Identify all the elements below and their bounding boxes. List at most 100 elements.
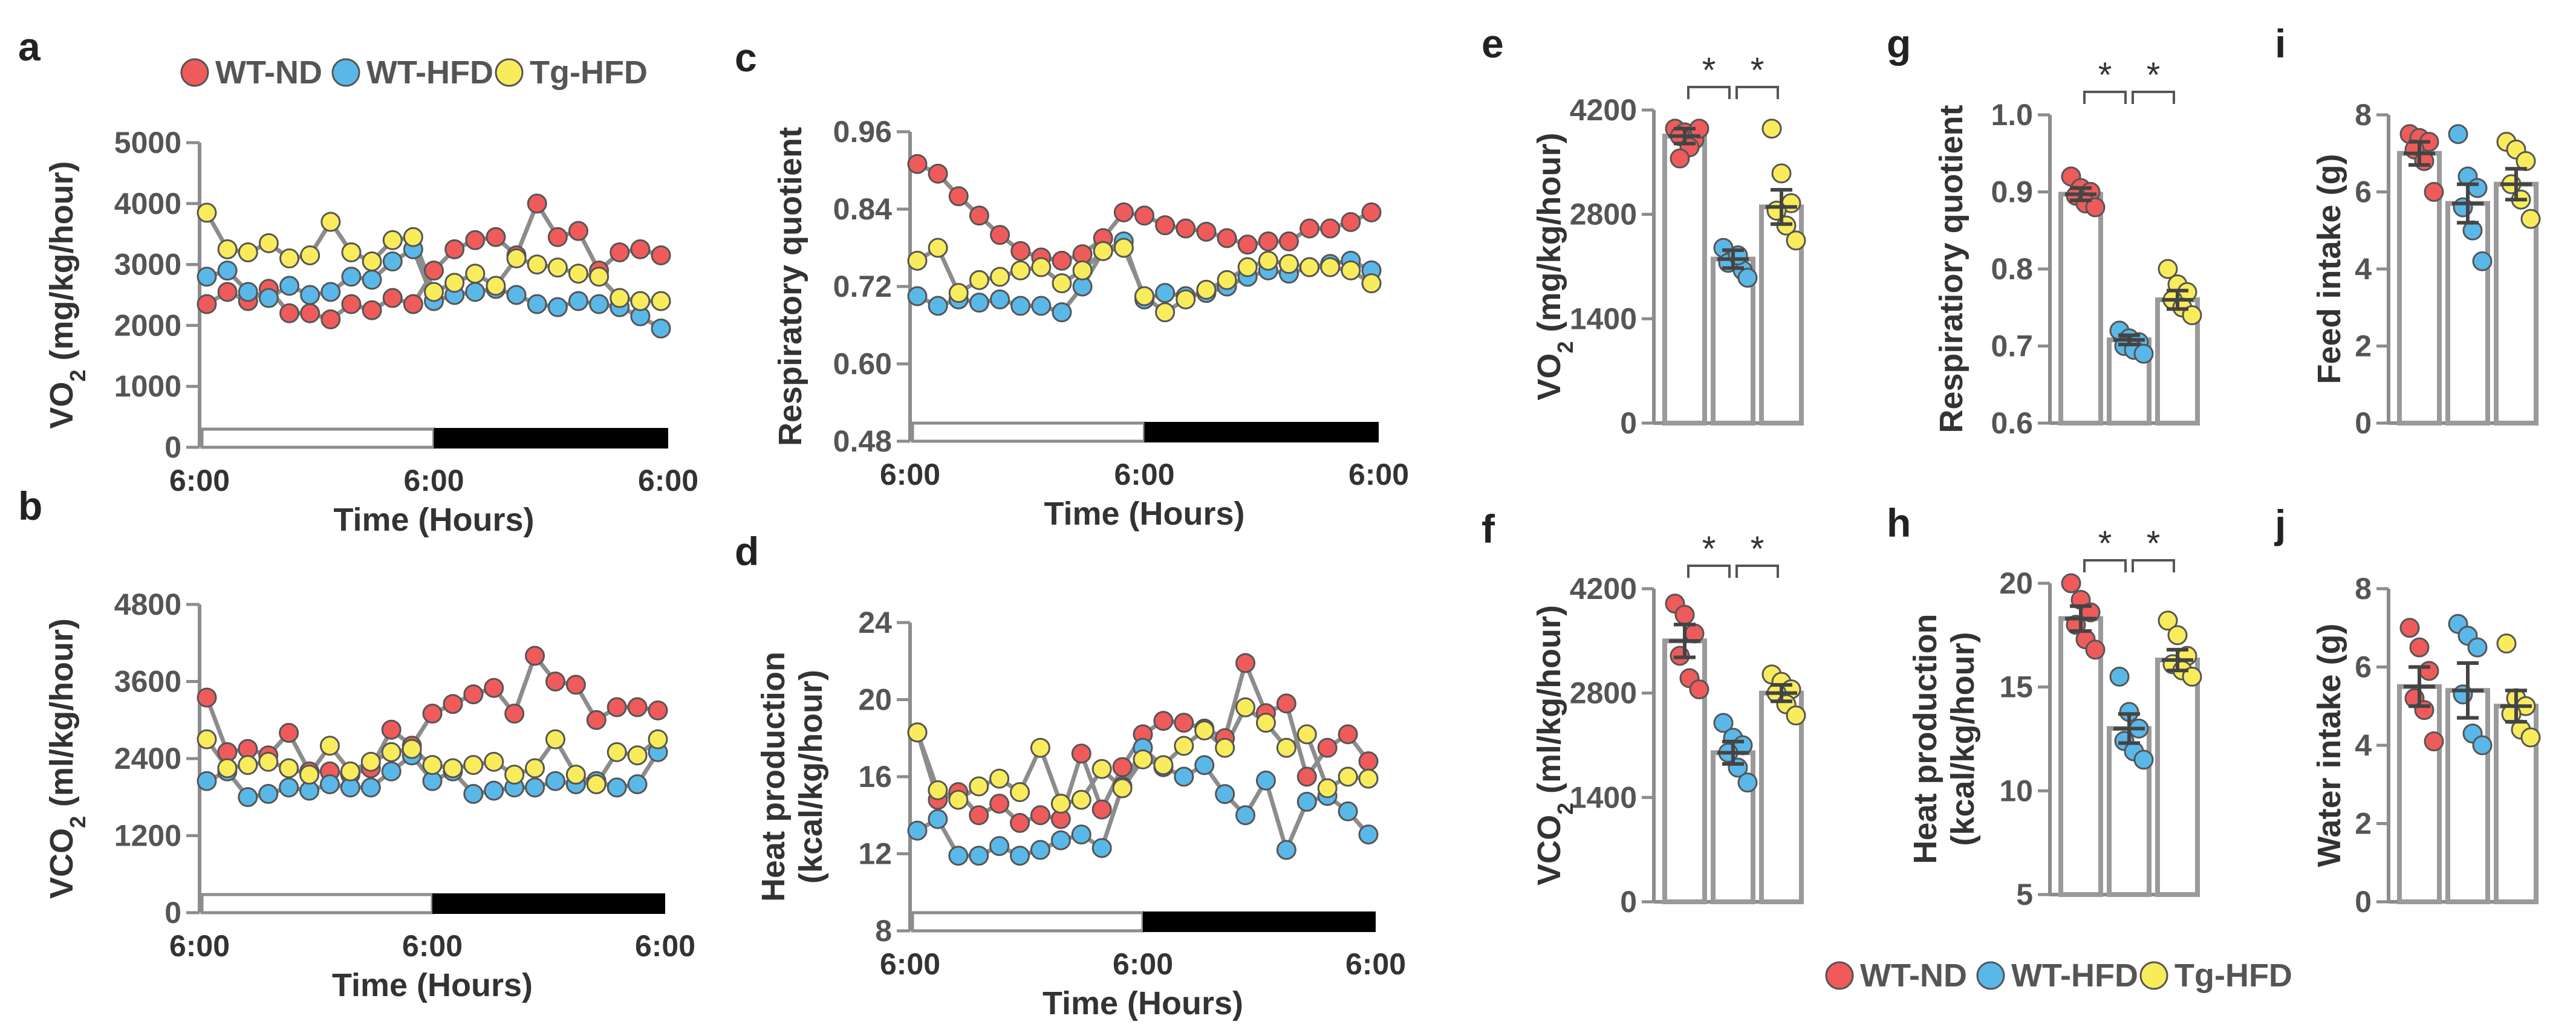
panel-h: h 5 10 15 20 Heat production(kcal/kg/hour) * * (1887, 500, 2202, 911)
y-tick-label: 1000 (114, 369, 181, 403)
data-point-wt-hfd (1050, 830, 1071, 850)
data-point-tg-hfd (279, 758, 299, 779)
data-point-wt-hfd (907, 820, 928, 841)
data-point-wt-nd (1112, 757, 1133, 777)
data-point-wt-hfd (1174, 766, 1194, 787)
data-point-wt-hfd (2467, 637, 2488, 658)
data-point-wt-nd (1010, 813, 1030, 833)
y-axis-label: Feed intake (g) (2311, 154, 2347, 384)
significance-bracket (2132, 559, 2175, 572)
data-point-wt-nd (341, 294, 362, 314)
data-point-wt-hfd (1737, 268, 1758, 288)
y-axis-label-main: Respiratory quotient (772, 127, 808, 446)
y-tick-label: 0 (2355, 885, 2372, 919)
data-point-tg-hfd (1761, 118, 1782, 139)
data-point-tg-hfd (1258, 250, 1278, 271)
data-point-wt-nd (969, 206, 989, 226)
bar-wt-nd (2058, 192, 2103, 426)
y-tick-label: 6 (2355, 175, 2372, 209)
data-point-wt-nd (443, 694, 463, 714)
y-axis-label: VCO2 (ml/kg/hour) (44, 618, 90, 899)
data-point-tg-hfd (627, 745, 648, 766)
data-point-tg-hfd (1276, 737, 1296, 758)
data-point-wt-nd (1235, 653, 1256, 673)
data-point-tg-hfd (1174, 736, 1194, 756)
data-point-tg-hfd (1155, 302, 1176, 323)
y-axis-label-main: Feed intake (g) (2311, 154, 2347, 384)
data-point-wt-nd (217, 282, 238, 302)
data-point-wt-nd (907, 154, 928, 174)
y-tick-label: 24 (858, 606, 892, 639)
data-point-wt-nd (610, 242, 630, 262)
data-point-tg-hfd (1296, 724, 1317, 745)
data-point-wt-nd (197, 294, 217, 314)
data-point-wt-hfd (341, 267, 362, 287)
data-point-tg-hfd (381, 742, 402, 762)
data-point-tg-hfd (2167, 625, 2188, 646)
data-point-wt-nd (1071, 743, 1091, 764)
data-point-wt-nd (969, 805, 989, 826)
data-point-tg-hfd (1031, 257, 1052, 277)
data-point-tg-hfd (1112, 778, 1133, 798)
y-tick-label: 1200 (114, 819, 181, 853)
y-tick-label: 0.8 (1991, 252, 2033, 286)
data-point-tg-hfd (610, 288, 630, 308)
y-tick-label: 5000 (114, 126, 181, 160)
data-point-tg-hfd (238, 755, 258, 775)
data-point-wt-hfd (1296, 791, 1317, 812)
x-tick-label: 6:00 (1114, 458, 1174, 491)
y-tick-label: 12 (858, 837, 892, 871)
data-point-tg-hfd (1786, 705, 1806, 726)
data-point-tg-hfd (1235, 697, 1256, 717)
data-point-wt-nd (1176, 218, 1196, 239)
data-point-tg-hfd (422, 755, 443, 775)
significance-star: * (1702, 529, 1716, 569)
data-point-tg-hfd (1317, 778, 1338, 798)
y-axis-label-rest: (mg/kg/hour) (44, 161, 80, 369)
data-point-wt-hfd (360, 777, 381, 798)
data-point-wt-hfd (1030, 840, 1050, 860)
data-point-tg-hfd (1786, 230, 1806, 251)
data-point-tg-hfd (1134, 286, 1154, 306)
data-point-tg-hfd (1072, 260, 1093, 280)
data-point-tg-hfd (1217, 270, 1237, 290)
y-tick-label: 0.60 (833, 347, 892, 381)
y-tick-label: 0.6 (1991, 406, 2033, 440)
data-point-tg-hfd (382, 230, 403, 250)
data-point-wt-hfd (1713, 713, 1734, 733)
data-point-wt-nd (948, 186, 969, 207)
data-point-wt-hfd (258, 288, 279, 308)
legend-top: WT-ND WT-HFD Tg-HFD (180, 54, 648, 91)
data-point-tg-hfd (1278, 254, 1299, 274)
data-point-tg-hfd (2496, 633, 2517, 654)
data-point-wt-hfd (1235, 805, 1256, 826)
data-point-wt-hfd (2448, 124, 2468, 144)
data-point-tg-hfd (2520, 727, 2541, 748)
data-point-wt-nd (565, 675, 586, 695)
significance-bracket (1687, 86, 1731, 99)
data-point-tg-hfd (217, 239, 238, 259)
data-point-tg-hfd (238, 242, 258, 262)
data-point-wt-hfd (300, 285, 320, 305)
data-point-tg-hfd (969, 776, 989, 797)
y-tick-label: 20 (1999, 566, 2033, 600)
panel-label: g (1887, 21, 1911, 66)
y-axis-label: VCO2 (ml/kg/hour) (1531, 605, 1578, 885)
data-point-wt-nd (1010, 241, 1031, 261)
y-axis-label-subscript: 2 (65, 369, 90, 381)
data-point-wt-hfd (238, 282, 258, 302)
data-point-wt-hfd (907, 286, 928, 306)
data-point-wt-nd (2085, 639, 2106, 660)
data-point-wt-hfd (589, 294, 610, 314)
data-point-wt-nd (279, 303, 300, 323)
data-point-tg-hfd (1071, 789, 1091, 810)
data-point-tg-hfd (948, 283, 969, 303)
y-tick-label: 0.72 (833, 270, 892, 303)
data-point-wt-nd (648, 700, 668, 720)
y-axis-label: VO2 (mg/kg/hour) (44, 161, 90, 429)
data-point-tg-hfd (486, 276, 506, 296)
data-point-wt-hfd (258, 783, 279, 804)
data-point-wt-nd (2399, 618, 2420, 638)
data-point-tg-hfd (1050, 794, 1071, 814)
bar-wt-nd (2058, 616, 2103, 897)
